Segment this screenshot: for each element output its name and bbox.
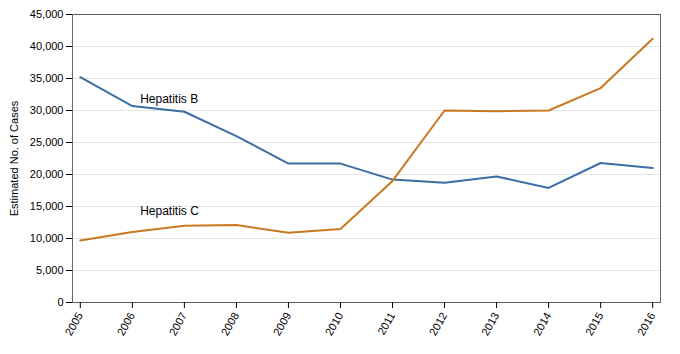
svg-text:2008: 2008 [219, 310, 242, 337]
svg-text:Estimated No. of Cases: Estimated No. of Cases [8, 100, 20, 216]
svg-text:2015: 2015 [583, 310, 606, 337]
svg-text:2005: 2005 [62, 310, 85, 337]
svg-text:Hepatitis C: Hepatitis C [140, 204, 199, 218]
svg-text:2010: 2010 [323, 310, 346, 337]
svg-text:15,000: 15,000 [30, 200, 64, 212]
svg-text:0: 0 [57, 296, 63, 308]
svg-text:2014: 2014 [531, 310, 554, 337]
svg-text:2011: 2011 [375, 310, 397, 336]
svg-text:20,000: 20,000 [30, 168, 64, 180]
svg-text:25,000: 25,000 [30, 136, 64, 148]
svg-text:10,000: 10,000 [30, 232, 64, 244]
svg-text:2006: 2006 [114, 310, 137, 337]
svg-text:Hepatitis B: Hepatitis B [140, 92, 198, 106]
svg-text:2016: 2016 [635, 310, 658, 337]
svg-text:2007: 2007 [167, 310, 190, 337]
svg-text:30,000: 30,000 [30, 104, 64, 116]
svg-text:2013: 2013 [479, 310, 502, 337]
svg-text:5,000: 5,000 [36, 264, 64, 276]
svg-text:40,000: 40,000 [30, 40, 64, 52]
svg-text:2009: 2009 [271, 310, 294, 337]
svg-text:35,000: 35,000 [30, 72, 64, 84]
svg-text:45,000: 45,000 [30, 8, 64, 20]
svg-text:2012: 2012 [427, 310, 450, 337]
